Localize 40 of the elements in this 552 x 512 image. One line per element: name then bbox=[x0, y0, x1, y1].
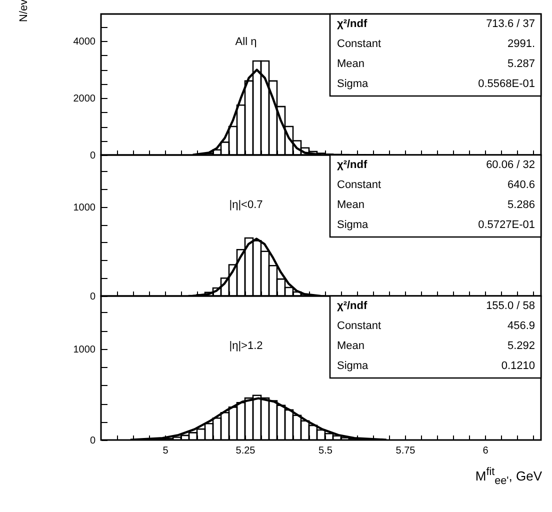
annotation: Mean bbox=[337, 340, 365, 352]
x-tick-label: 5 bbox=[162, 446, 169, 456]
annotation: 5.292 bbox=[507, 340, 535, 352]
annotation: χ²/ndf bbox=[337, 159, 368, 171]
y-tick-label: 2000 bbox=[73, 94, 96, 105]
annotation: Sigma bbox=[337, 360, 370, 372]
x-axis-title: M$^{fit}$$_{ee'}$, GeV bbox=[475, 466, 542, 487]
annotation: Constant bbox=[337, 179, 382, 191]
annotation: 5.287 bbox=[507, 58, 535, 70]
annotation: 2991. bbox=[507, 38, 535, 50]
annotation: χ²/ndf bbox=[337, 300, 368, 312]
y-tick-label: 0 bbox=[90, 292, 96, 302]
x-tick-label: 5.25 bbox=[236, 446, 256, 456]
y-tick-label: 4000 bbox=[73, 36, 96, 48]
annotation: Sigma bbox=[337, 219, 370, 231]
annotation: 640.6 bbox=[507, 179, 535, 191]
annotation: 713.6 / 37 bbox=[486, 18, 535, 30]
y-tick-label: 0 bbox=[90, 150, 96, 162]
annotation: Constant bbox=[337, 38, 382, 50]
y-tick-label: 1000 bbox=[73, 344, 96, 356]
annotation: |η|>1.2 bbox=[229, 340, 263, 352]
x-tick-label: 5.75 bbox=[396, 446, 416, 456]
y-tick-label: 1000 bbox=[73, 202, 96, 214]
annotation: Mean bbox=[337, 58, 365, 70]
annotation: Mean bbox=[337, 199, 365, 211]
annotation: Sigma bbox=[337, 78, 370, 90]
annotation: 456.9 bbox=[507, 320, 535, 332]
annotation: 0.5568E-01 bbox=[478, 78, 535, 90]
annotation: 0.5727E-01 bbox=[478, 219, 535, 231]
annotation: 155.0 / 58 bbox=[486, 300, 535, 312]
x-tick-label: 6 bbox=[482, 446, 489, 456]
annotation: 0.1210 bbox=[501, 360, 535, 372]
x-tick-label: 5.5 bbox=[318, 446, 333, 456]
annotation: 5.286 bbox=[507, 199, 535, 211]
annotation: 60.06 / 32 bbox=[486, 159, 535, 171]
annotation: Constant bbox=[337, 320, 382, 332]
annotation: χ²/ndf bbox=[337, 18, 368, 30]
annotation: All η bbox=[235, 36, 257, 48]
annotation: |η|<0.7 bbox=[229, 199, 263, 211]
y-tick-label: 0 bbox=[90, 436, 96, 446]
